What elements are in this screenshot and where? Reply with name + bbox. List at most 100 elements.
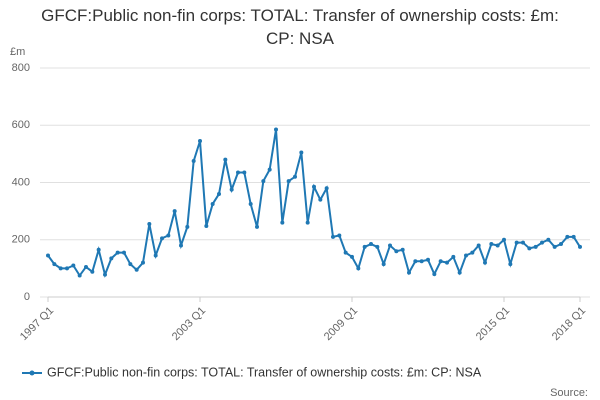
y-tick-label: 0 bbox=[24, 291, 30, 303]
data-point bbox=[141, 260, 145, 265]
data-point bbox=[46, 253, 50, 258]
data-point bbox=[217, 191, 221, 196]
data-point bbox=[229, 187, 234, 192]
data-point bbox=[293, 174, 297, 179]
data-point bbox=[115, 250, 120, 255]
data-point bbox=[318, 197, 323, 202]
data-point bbox=[242, 170, 247, 175]
data-point bbox=[305, 220, 310, 225]
data-point bbox=[210, 201, 215, 206]
data-point bbox=[267, 167, 272, 172]
x-tick-label: 2018 Q1 bbox=[550, 305, 588, 343]
chart-title: GFCF:Public non-fin corps: TOTAL: Transf… bbox=[41, 6, 559, 48]
data-point bbox=[331, 234, 335, 239]
data-point bbox=[508, 262, 513, 267]
x-tick-label: 2015 Q1 bbox=[474, 305, 512, 343]
data-point bbox=[337, 233, 342, 238]
data-point bbox=[381, 262, 386, 267]
data-point bbox=[96, 247, 101, 252]
data-point bbox=[147, 222, 152, 227]
data-point bbox=[495, 243, 500, 248]
data-point bbox=[166, 233, 171, 238]
data-point bbox=[52, 262, 57, 267]
data-point bbox=[559, 242, 563, 247]
data-point bbox=[578, 244, 582, 249]
data-point bbox=[103, 272, 107, 277]
data-point bbox=[369, 242, 373, 247]
data-point bbox=[419, 259, 424, 264]
data-point bbox=[343, 250, 348, 255]
data-point bbox=[286, 179, 291, 184]
data-point bbox=[457, 270, 462, 275]
data-point bbox=[71, 263, 76, 268]
data-point bbox=[324, 186, 329, 191]
data-point bbox=[261, 179, 266, 184]
data-point bbox=[299, 150, 304, 155]
data-point bbox=[571, 234, 576, 239]
data-point bbox=[388, 243, 392, 248]
data-point bbox=[407, 270, 411, 275]
data-point bbox=[312, 184, 316, 189]
data-point bbox=[438, 259, 443, 264]
data-point bbox=[533, 244, 538, 249]
data-point bbox=[350, 254, 354, 259]
data-point bbox=[451, 254, 456, 259]
data-point bbox=[514, 240, 519, 245]
data-point bbox=[375, 244, 380, 249]
data-point bbox=[122, 250, 126, 255]
data-point bbox=[153, 253, 158, 258]
data-point bbox=[362, 244, 367, 249]
data-point bbox=[413, 259, 418, 264]
data-point bbox=[236, 170, 240, 175]
y-tick-label: 600 bbox=[12, 119, 30, 131]
data-point bbox=[502, 237, 506, 242]
data-point bbox=[109, 256, 114, 261]
y-tick-label: 400 bbox=[12, 176, 30, 188]
y-tick-label: 200 bbox=[12, 234, 30, 246]
data-point bbox=[198, 138, 202, 143]
data-point bbox=[552, 244, 557, 249]
x-tick-label: 2009 Q1 bbox=[322, 305, 360, 343]
x-tick-label: 1997 Q1 bbox=[18, 305, 56, 343]
y-unit: £m bbox=[10, 46, 25, 58]
data-point bbox=[65, 266, 69, 271]
data-point bbox=[565, 234, 570, 239]
data-point bbox=[160, 236, 164, 241]
series-line bbox=[47, 129, 581, 278]
data-point bbox=[489, 242, 494, 247]
data-point bbox=[204, 224, 209, 229]
data-point bbox=[527, 246, 532, 251]
data-point bbox=[255, 224, 259, 229]
data-point bbox=[84, 264, 88, 269]
data-point bbox=[128, 262, 133, 267]
data-point bbox=[540, 240, 544, 245]
data-point bbox=[248, 201, 253, 206]
data-point bbox=[394, 249, 399, 254]
y-tick-label: 800 bbox=[12, 62, 30, 74]
legend-label: GFCF:Public non-fin corps: TOTAL: Transf… bbox=[47, 365, 482, 379]
data-point bbox=[274, 127, 278, 132]
data-point bbox=[546, 237, 551, 242]
data-point bbox=[464, 253, 468, 258]
data-point bbox=[280, 220, 285, 225]
data-point bbox=[58, 266, 63, 271]
data-point bbox=[90, 269, 95, 274]
data-point bbox=[185, 224, 190, 229]
x-tick-label: 2003 Q1 bbox=[170, 305, 208, 343]
data-point bbox=[470, 250, 475, 255]
data-point bbox=[356, 266, 361, 271]
data-point bbox=[483, 260, 487, 265]
data-point bbox=[172, 209, 177, 214]
data-point bbox=[179, 243, 183, 248]
data-point bbox=[400, 247, 405, 252]
data-point bbox=[134, 267, 139, 272]
data-point bbox=[521, 240, 525, 245]
data-point bbox=[191, 159, 196, 164]
legend-marker bbox=[29, 370, 35, 376]
data-point bbox=[77, 273, 82, 278]
source: Source: bbox=[550, 387, 588, 399]
data-point bbox=[476, 243, 481, 248]
data-point bbox=[426, 257, 430, 262]
